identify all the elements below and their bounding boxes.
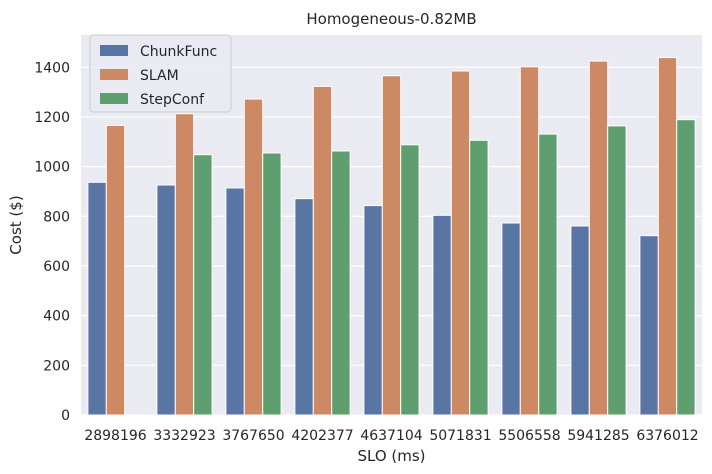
x-tick-label: 5941285 [567, 428, 629, 444]
x-tick-label: 2898196 [84, 428, 146, 444]
y-tick-label: 800 [43, 209, 70, 225]
x-tick-label: 3767650 [222, 428, 284, 444]
x-tick-label: 5071831 [429, 428, 491, 444]
bar-chunkfunc-6376012 [639, 235, 659, 416]
x-axis-title: SLO (ms) [357, 447, 425, 465]
x-tick-label: 4637104 [360, 428, 422, 444]
legend-swatch [100, 69, 128, 80]
bar-slam-5941285 [588, 60, 609, 416]
bar-slam-4637104 [381, 75, 402, 416]
y-tick-label: 1000 [34, 160, 70, 176]
x-tick-label: 4202377 [291, 428, 353, 444]
bar-stepconf-4637104 [400, 144, 420, 416]
bar-stepconf-5941285 [607, 125, 627, 416]
x-tick-label: 3332923 [153, 428, 215, 444]
x-tick-label: 5506558 [498, 428, 560, 444]
legend-swatch [100, 45, 128, 56]
bar-chunkfunc-5941285 [570, 225, 590, 416]
y-tick-label: 400 [43, 309, 70, 325]
y-axis-title: Cost ($) [7, 195, 25, 254]
y-tick-label: 1200 [34, 110, 70, 126]
bar-stepconf-3767650 [262, 152, 282, 416]
bar-slam-6376012 [657, 57, 678, 416]
legend-label: ChunkFunc [140, 44, 217, 60]
y-tick-label: 1400 [34, 60, 70, 76]
chart-title: Homogeneous-0.82MB [306, 10, 476, 28]
bar-chunkfunc-3332923 [156, 184, 176, 416]
x-tick-label: 6376012 [636, 428, 698, 444]
legend-label: StepConf [140, 92, 205, 108]
bar-chunkfunc-3767650 [225, 187, 245, 416]
bar-slam-5071831 [450, 70, 471, 416]
bar-stepconf-6376012 [676, 119, 696, 416]
bar-slam-5506558 [519, 66, 540, 416]
bar-slam-2898196 [105, 124, 126, 416]
bar-chunkfunc-4637104 [363, 205, 383, 416]
y-tick-label: 200 [43, 358, 70, 374]
bars [87, 57, 696, 416]
y-tick-labels: 0 200 400 600 800 1000 1200 1400 [34, 60, 70, 424]
bar-stepconf-5071831 [469, 139, 489, 416]
bar-chunkfunc-2898196 [87, 181, 107, 416]
y-tick-label: 600 [43, 259, 70, 275]
legend-swatch [100, 93, 128, 104]
bar-slam-4202377 [312, 85, 333, 416]
y-tick-label: 0 [61, 408, 70, 424]
bar-chunkfunc-5071831 [432, 214, 452, 416]
bar-slam-3767650 [243, 98, 264, 416]
bar-chunkfunc-4202377 [294, 198, 314, 416]
legend: ChunkFunc SLAM StepConf [89, 34, 232, 113]
bar-stepconf-3332923 [193, 154, 213, 416]
bar-stepconf-5506558 [538, 133, 558, 416]
bar-slam-3332923 [174, 113, 195, 416]
x-tick-labels: 2898196 3332923 3767650 4202377 4637104 50718… [84, 428, 698, 444]
bar-stepconf-4202377 [331, 150, 351, 416]
legend-label: SLAM [140, 68, 179, 84]
bar-chunkfunc-5506558 [501, 222, 521, 416]
